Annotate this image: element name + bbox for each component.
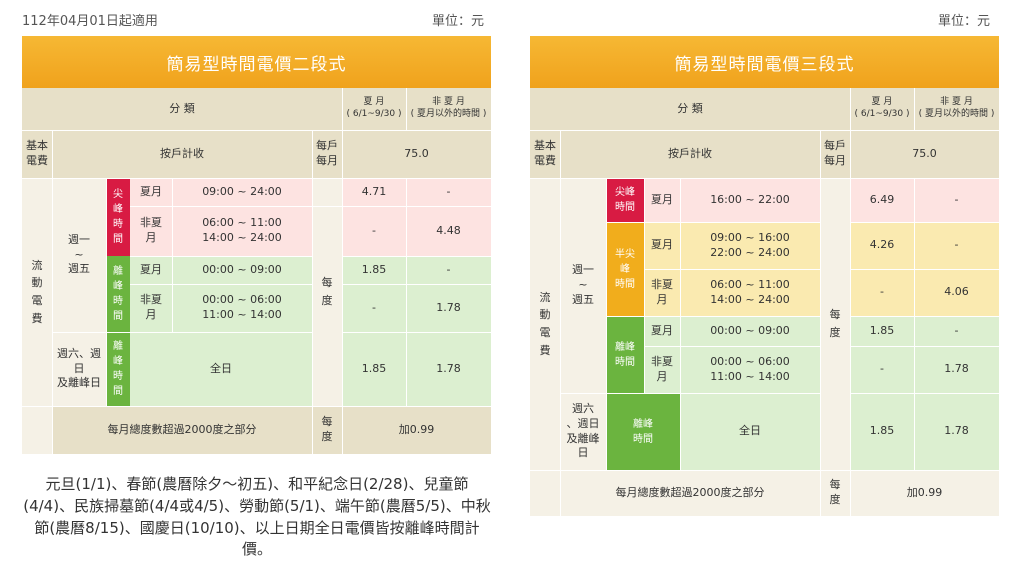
offpeak-time-band: 離 峰 時 間 — [106, 256, 130, 332]
summer-header: 夏 月 ( 6/1~9/30 ) — [850, 88, 914, 130]
peak-summer-price: 4.71 — [342, 178, 406, 206]
weekend-nonsummer-price: 1.78 — [406, 332, 491, 406]
weekday-label: 週一 ~ 週五 — [560, 178, 606, 393]
offpeak-summer-ns-price: - — [914, 316, 999, 346]
weekend-summer-price: 1.85 — [850, 393, 914, 470]
peak-time-band: 尖峰 時間 — [606, 178, 644, 222]
offpeak-ns-price: 1.78 — [406, 284, 491, 332]
excess-label: 每月總度數超過2000度之部分 — [560, 470, 820, 516]
table-title: 簡易型時間電價三段式 — [530, 36, 999, 88]
peak-summer-time: 16:00 ~ 22:00 — [680, 178, 820, 222]
weekend-all-day: 全日 — [680, 393, 820, 470]
offpeak-summer-label: 夏月 — [130, 256, 172, 284]
unit-label-left: 單位：元 — [432, 14, 485, 29]
peak-summer-label: 夏月 — [130, 178, 172, 206]
per-kwh-label: 每 度 — [820, 178, 850, 470]
offpeak-weekend-band: 離 峰 時 間 — [106, 332, 130, 406]
basic-fee-value: 75.0 — [850, 130, 999, 178]
peak-time-band: 尖 峰 時 間 — [106, 178, 130, 256]
halfpeak-summer-time: 09:00 ~ 16:00 22:00 ~ 24:00 — [680, 222, 820, 269]
offpeak-summer-price: 1.85 — [850, 316, 914, 346]
per-kwh-label: 每 度 — [312, 178, 342, 406]
three-tier-rate-table: 簡易型時間電價三段式 分 類 夏 月 ( 6/1~9/30 ) 非 夏 月 ( … — [530, 36, 999, 516]
excess-value: 加0.99 — [850, 470, 999, 516]
weekday-label: 週一 ~ 週五 — [52, 178, 106, 332]
peak-ns-price: 4.48 — [406, 206, 491, 256]
table-title: 簡易型時間電價二段式 — [22, 36, 491, 88]
peak-nonsummer-time: 06:00 ~ 11:00 14:00 ~ 24:00 — [172, 206, 312, 256]
halfpeak-ns-summer-price: - — [850, 269, 914, 316]
per-month-label: 每戶 每月 — [312, 130, 342, 178]
offpeak-time-band: 離峰 時間 — [606, 316, 644, 393]
summer-header: 夏 月 ( 6/1~9/30 ) — [342, 88, 406, 130]
offpeak-nonsummer-time: 00:00 ~ 06:00 11:00 ~ 14:00 — [680, 346, 820, 393]
flow-fee-label: 流 動 電 費 — [530, 178, 560, 470]
peak-nonsummer-label: 非夏 月 — [130, 206, 172, 256]
peak-ns-summer-price: - — [342, 206, 406, 256]
nonsummer-header: 非 夏 月 ( 夏月以外的時間 ) — [406, 88, 491, 130]
basic-fee-label: 基本 電費 — [22, 130, 52, 178]
offpeak-summer-ns-price: - — [406, 256, 491, 284]
holiday-footnote: 元旦(1/1)、春節(農曆除夕～初五)、和平紀念日(2/28)、兒童節(4/4)… — [23, 475, 491, 559]
peak-summer-time: 09:00 ~ 24:00 — [172, 178, 312, 206]
excess-unit: 每 度 — [312, 406, 342, 454]
offpeak-nonsummer-label: 非夏 月 — [130, 284, 172, 332]
offpeak-ns-summer-price: - — [342, 284, 406, 332]
per-household-label: 按戶計收 — [560, 130, 820, 178]
category-header: 分 類 — [530, 88, 850, 130]
offpeak-nonsummer-label: 非夏 月 — [644, 346, 680, 393]
weekend-nonsummer-price: 1.78 — [914, 393, 999, 470]
weekend-all-day: 全日 — [130, 332, 312, 406]
peak-summer-price: 6.49 — [850, 178, 914, 222]
effective-date: 112年04月01日起適用 — [22, 14, 158, 29]
halfpeak-nonsummer-label: 非夏 月 — [644, 269, 680, 316]
peak-summer-ns-price: - — [406, 178, 491, 206]
peak-summer-label: 夏月 — [644, 178, 680, 222]
offpeak-summer-time: 00:00 ~ 09:00 — [172, 256, 312, 284]
basic-fee-label: 基本 電費 — [530, 130, 560, 178]
category-header: 分 類 — [22, 88, 342, 130]
per-household-label: 按戶計收 — [52, 130, 312, 178]
nonsummer-header: 非 夏 月 ( 夏月以外的時間 ) — [914, 88, 999, 130]
halfpeak-summer-ns-price: - — [914, 222, 999, 269]
peak-summer-ns-price: - — [914, 178, 999, 222]
offpeak-nonsummer-time: 00:00 ~ 06:00 11:00 ~ 14:00 — [172, 284, 312, 332]
offpeak-summer-price: 1.85 — [342, 256, 406, 284]
halfpeak-nonsummer-time: 06:00 ~ 11:00 14:00 ~ 24:00 — [680, 269, 820, 316]
excess-value: 加0.99 — [342, 406, 491, 454]
weekend-summer-price: 1.85 — [342, 332, 406, 406]
halfpeak-time-band: 半尖 峰 時間 — [606, 222, 644, 316]
basic-fee-value: 75.0 — [342, 130, 491, 178]
weekend-label: 週六、週 日 及離峰日 — [52, 332, 106, 406]
excess-unit: 每 度 — [820, 470, 850, 516]
two-tier-rate-table: 簡易型時間電價二段式 分 類 夏 月 ( 6/1~9/30 ) 非 夏 月 ( … — [22, 36, 491, 454]
per-month-label: 每戶 每月 — [820, 130, 850, 178]
flow-fee-label: 流 動 電 費 — [22, 178, 52, 406]
unit-label-right: 單位：元 — [938, 14, 991, 29]
offpeak-ns-price: 1.78 — [914, 346, 999, 393]
weekend-label: 週六 、週日 及離峰 日 — [560, 393, 606, 470]
offpeak-ns-summer-price: - — [850, 346, 914, 393]
halfpeak-summer-price: 4.26 — [850, 222, 914, 269]
halfpeak-ns-price: 4.06 — [914, 269, 999, 316]
offpeak-weekend-band: 離峰 時間 — [606, 393, 680, 470]
offpeak-summer-label: 夏月 — [644, 316, 680, 346]
halfpeak-summer-label: 夏月 — [644, 222, 680, 269]
offpeak-summer-time: 00:00 ~ 09:00 — [680, 316, 820, 346]
excess-label: 每月總度數超過2000度之部分 — [52, 406, 312, 454]
